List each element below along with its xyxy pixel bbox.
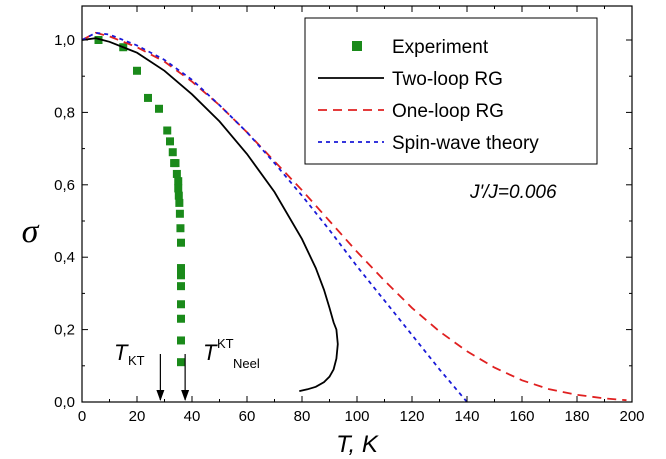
experiment-point bbox=[177, 336, 185, 345]
x-tick-label: 180 bbox=[564, 408, 589, 425]
marker-label-superscript: KT bbox=[217, 336, 234, 351]
y-axis-title: σ bbox=[22, 213, 40, 250]
experiment-point bbox=[177, 238, 185, 247]
experiment-point bbox=[144, 93, 152, 102]
marker-label: T bbox=[203, 340, 218, 365]
y-tick-label: 0,0 bbox=[54, 394, 75, 411]
series-line-spin-wave-theory bbox=[82, 31, 468, 402]
experiment-point bbox=[168, 148, 177, 157]
legend-label: One-loop RG bbox=[392, 101, 504, 122]
experiment-point bbox=[133, 66, 141, 75]
experiment-point bbox=[171, 159, 180, 168]
x-tick-label: 160 bbox=[509, 408, 534, 425]
experiment-point bbox=[177, 264, 185, 273]
x-tick-label: 40 bbox=[184, 408, 201, 425]
experiment-point bbox=[174, 184, 183, 193]
marker-label: T bbox=[114, 340, 129, 365]
experiment-point bbox=[155, 104, 163, 113]
legend-label: Two-loop RG bbox=[392, 69, 503, 90]
legend-label: Experiment bbox=[392, 37, 489, 58]
x-tick-label: 80 bbox=[294, 408, 311, 425]
x-tick-label: 100 bbox=[344, 408, 369, 425]
series-line-one-loop-rg bbox=[82, 31, 627, 402]
series-layer bbox=[82, 31, 627, 402]
marker-arrow-head bbox=[156, 390, 165, 401]
parameter-annotation: J'/J=0.006 bbox=[469, 182, 557, 203]
x-tick-label: 120 bbox=[399, 408, 424, 425]
experiment-point bbox=[177, 271, 185, 280]
marker-label-subscript: Neel bbox=[233, 356, 260, 371]
experiment-point bbox=[176, 224, 185, 233]
x-tick-label: 60 bbox=[239, 408, 256, 425]
x-tick-label: 20 bbox=[129, 408, 146, 425]
x-tick-label: 200 bbox=[619, 408, 644, 425]
series-line-two-loop-rg bbox=[82, 37, 339, 392]
legend-label: Spin-wave theory bbox=[392, 133, 539, 154]
x-tick-label: 140 bbox=[454, 408, 479, 425]
axes: 0 20 40 60 80 100 120 140 160 180 200 0,0 0,2 0,4 0,6 0… bbox=[22, 5, 645, 458]
experiment-point bbox=[163, 126, 172, 135]
y-tick-label: 1,0 bbox=[54, 32, 75, 49]
y-tick-label: 0,8 bbox=[54, 104, 75, 121]
y-tick-label: 0,2 bbox=[54, 322, 75, 339]
x-tick-label: 0 bbox=[78, 408, 86, 425]
y-tick-label: 0,4 bbox=[54, 249, 75, 266]
marker-arrow-head bbox=[181, 390, 190, 401]
experiment-point bbox=[172, 169, 181, 178]
experiment-point bbox=[177, 314, 185, 323]
experiment-point bbox=[166, 137, 174, 146]
x-axis-title: T, K bbox=[336, 431, 379, 458]
legend: Experiment Two-loop RG One-loop RG Spin-wav… bbox=[304, 17, 598, 165]
experiment-point bbox=[177, 300, 185, 309]
y-tick-label: 0,6 bbox=[54, 177, 75, 194]
experiment-point bbox=[94, 36, 103, 44]
experiment-point bbox=[175, 209, 184, 218]
experiment-point bbox=[174, 191, 183, 200]
experiment-point bbox=[174, 177, 183, 186]
experiment-point bbox=[175, 198, 184, 207]
legend-swatch-experiment bbox=[352, 41, 362, 51]
experiment-point bbox=[177, 358, 185, 367]
marker-label-subscript: KT bbox=[128, 353, 145, 368]
experiment-point bbox=[177, 282, 185, 291]
